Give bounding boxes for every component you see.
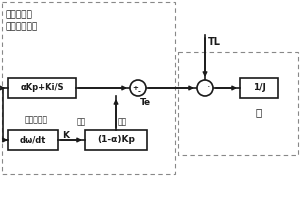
Circle shape (197, 80, 213, 96)
Text: 速度求导器: 速度求导器 (25, 116, 48, 124)
Text: ·: · (207, 82, 211, 92)
Text: -: - (138, 89, 141, 95)
Bar (8, 78, 76, 98)
Bar (85, 130, 147, 150)
Circle shape (130, 80, 146, 96)
Bar (178, 52, 298, 155)
Bar (8, 130, 58, 150)
Text: +: + (132, 84, 138, 90)
Text: K: K (62, 132, 70, 140)
Text: 电: 电 (256, 107, 262, 117)
Text: 动态: 动态 (77, 117, 86, 127)
Text: TL: TL (208, 37, 221, 47)
Text: αKp+Ki/S: αKp+Ki/S (20, 84, 64, 92)
Text: dω/dt: dω/dt (20, 136, 46, 144)
Text: Te: Te (140, 98, 151, 107)
Text: 1/J: 1/J (253, 84, 266, 92)
Text: 阻尼: 阻尼 (118, 117, 127, 127)
Bar (240, 78, 278, 98)
Bar (2, 2, 175, 174)
Text: (1-α)Kp: (1-α)Kp (97, 136, 135, 144)
Text: 速度环控制: 速度环控制 (6, 10, 33, 19)
Text: 动态调整结构: 动态调整结构 (6, 22, 38, 31)
